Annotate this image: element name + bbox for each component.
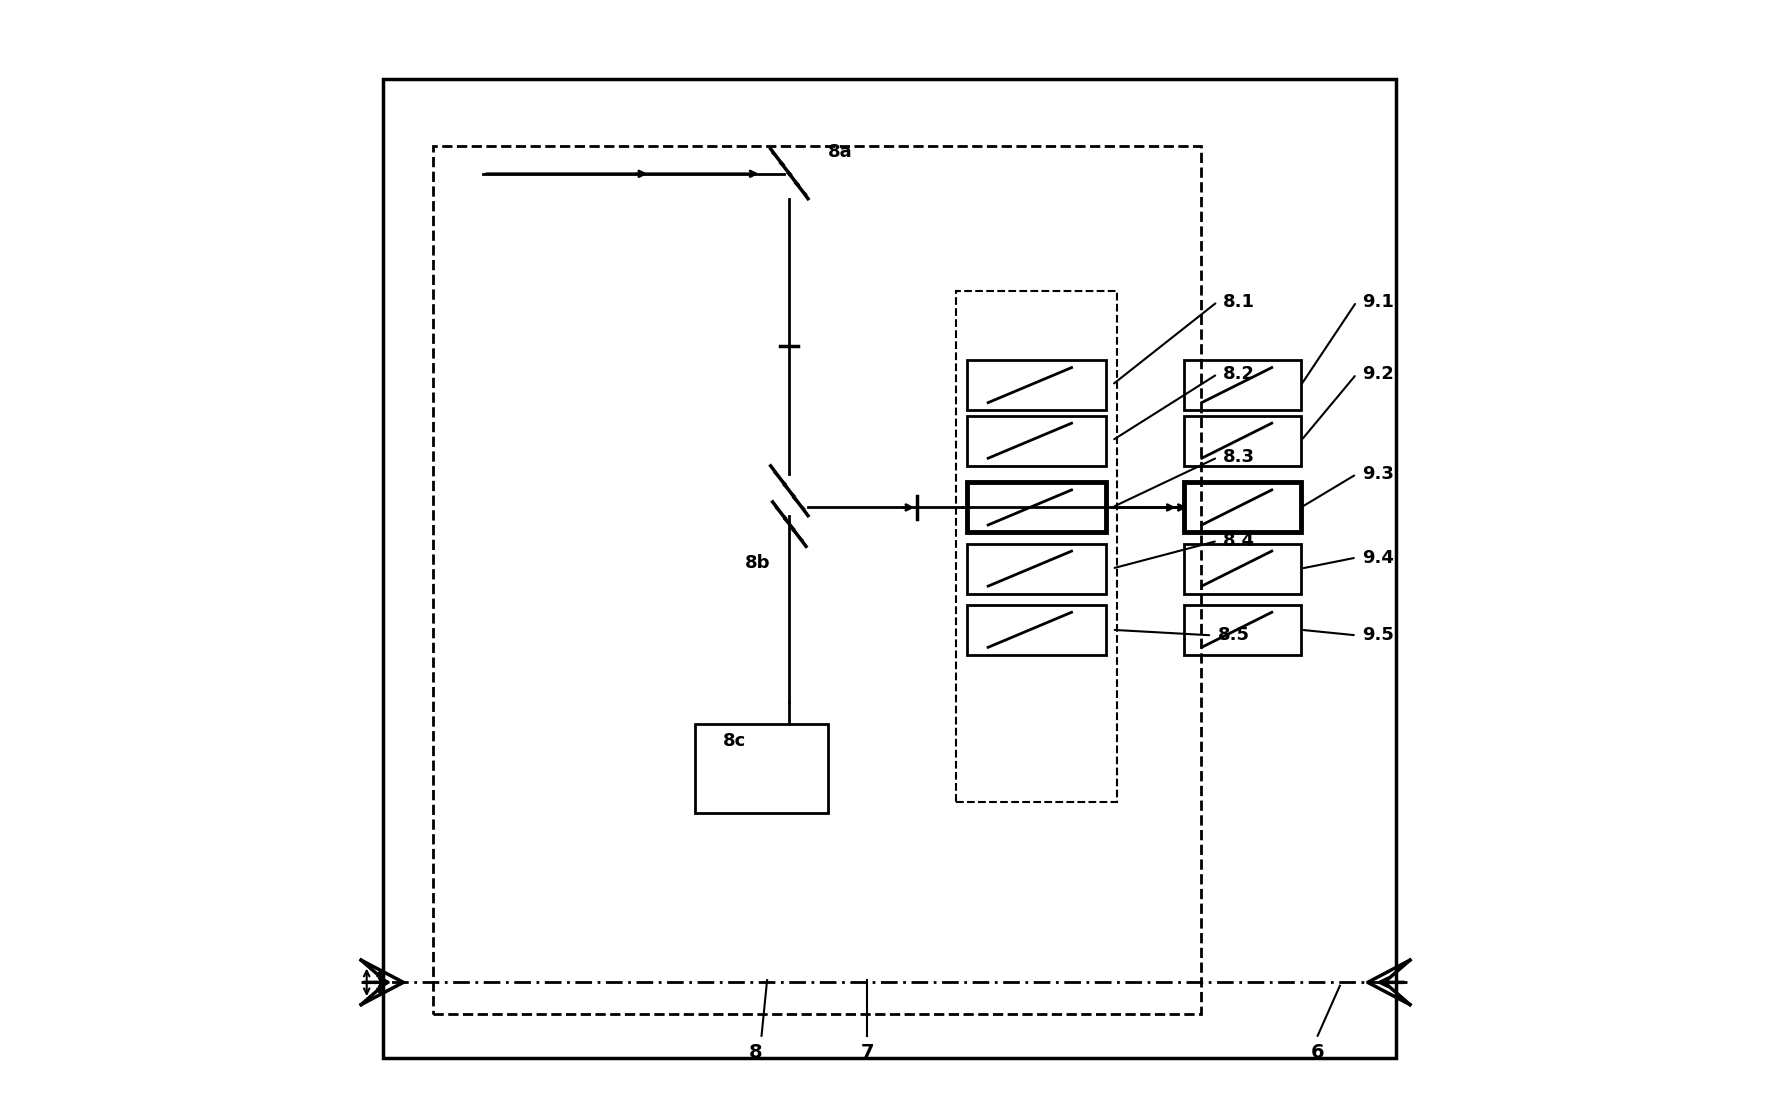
Text: 9.3: 9.3: [1361, 465, 1394, 483]
Text: 8a: 8a: [828, 143, 852, 161]
Text: 8.4: 8.4: [1222, 532, 1254, 550]
Text: 8b: 8b: [744, 554, 769, 572]
Text: 8: 8: [750, 1043, 762, 1061]
Text: 8.2: 8.2: [1222, 365, 1254, 382]
Text: 8c: 8c: [723, 733, 746, 750]
Text: 8.5: 8.5: [1217, 627, 1249, 644]
Text: 7: 7: [861, 1043, 873, 1061]
Text: 8.1: 8.1: [1222, 293, 1254, 311]
Text: 8.3: 8.3: [1222, 448, 1254, 466]
Text: 9.5: 9.5: [1361, 627, 1394, 644]
Text: 9.2: 9.2: [1361, 365, 1394, 382]
Text: 9.4: 9.4: [1361, 549, 1394, 566]
Text: 6: 6: [1310, 1043, 1324, 1061]
Text: 9.1: 9.1: [1361, 293, 1394, 311]
